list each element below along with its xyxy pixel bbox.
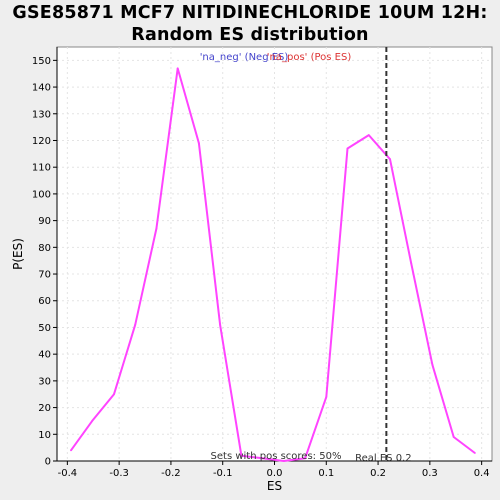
x-tick-label: -0.1	[213, 468, 233, 479]
es-data-point	[474, 452, 476, 454]
es-data-point	[346, 147, 349, 150]
x-axis-label: ES	[267, 479, 282, 493]
y-tick-label: 20	[38, 403, 51, 414]
chart-title-line-1: GSE85871 MCF7 NITIDINECHLORIDE 10UM 12H:	[12, 3, 488, 23]
x-tick-label: 0.4	[474, 468, 490, 479]
y-tick-label: 100	[32, 189, 51, 200]
es-data-point	[304, 457, 306, 460]
es-data-point	[113, 393, 115, 396]
y-tick-label: 0	[45, 457, 51, 468]
es-data-point	[282, 460, 285, 462]
y-tick-label: 60	[38, 296, 51, 307]
es-data-point	[389, 158, 391, 161]
es-data-point	[261, 457, 264, 460]
y-axis-label: P(ES)	[11, 238, 25, 270]
es-data-point	[452, 436, 455, 438]
chart-title-line-2: Random ES distribution	[131, 25, 369, 45]
pos-scores-footnote: Sets with pos scores: 50%	[211, 451, 342, 462]
es-data-point	[134, 323, 137, 326]
es-data-point	[410, 262, 413, 265]
marks	[70, 47, 476, 462]
y-tick-label: 110	[32, 163, 51, 174]
es-data-point	[91, 420, 94, 422]
y-tick-label: 150	[32, 56, 51, 67]
x-tick-label: -0.2	[161, 468, 181, 479]
y-tick-label: 70	[38, 270, 51, 281]
es-data-point	[367, 134, 370, 137]
x-tick-label: -0.4	[58, 468, 78, 479]
axes: 0 10 20 30 40 50 60 70 80 90 100 110 120 130 140 150 -0.…	[32, 47, 492, 479]
x-tick-label: 0.0	[267, 468, 283, 479]
y-tick-label: 80	[38, 243, 51, 254]
es-data-point	[325, 395, 328, 398]
y-tick-label: 40	[38, 350, 51, 361]
es-data-point	[197, 142, 200, 145]
es-data-point	[431, 363, 434, 366]
es-data-point	[176, 67, 179, 70]
es-data-point	[219, 323, 222, 326]
y-tick-label: 50	[38, 323, 51, 334]
y-tick-label: 130	[32, 109, 51, 120]
es-data-point	[70, 449, 72, 452]
y-tick-label: 30	[38, 376, 51, 387]
x-tick-label: 0.2	[370, 468, 386, 479]
grid	[57, 47, 492, 462]
es-data-point	[155, 227, 158, 230]
es-distribution-line	[70, 67, 476, 462]
x-tick-label: 0.3	[422, 468, 438, 479]
x-tick-label: 0.1	[318, 468, 334, 479]
chart-title: GSE85871 MCF7 NITIDINECHLORIDE 10UM 12H:…	[0, 2, 500, 46]
x-tick-label: -0.3	[109, 468, 129, 479]
y-tick-label: 90	[38, 216, 51, 227]
es-data-point	[240, 454, 243, 457]
legend-neg-label: 'na_neg' (Neg ES)	[200, 52, 289, 63]
real-es-label: Real ES 0.2	[355, 453, 411, 464]
y-tick-label: 140	[32, 83, 51, 94]
y-tick-label: 10	[38, 430, 51, 441]
y-tick-label: 120	[32, 136, 51, 147]
legend-pos-label: 'na_pos' (Pos ES)	[267, 52, 352, 63]
